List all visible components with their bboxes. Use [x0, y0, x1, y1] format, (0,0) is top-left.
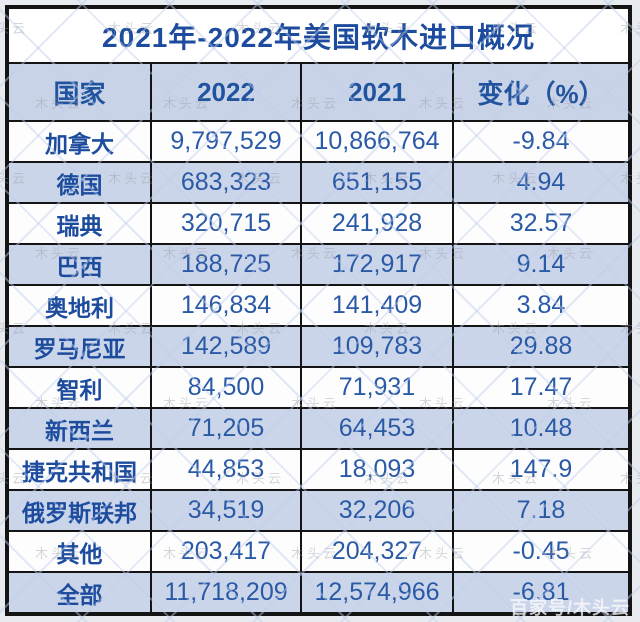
country-cell: 德国 — [9, 163, 150, 202]
column-header-2021: 2021 — [302, 64, 452, 120]
value-2022-cell: 683,323 — [152, 163, 300, 202]
value-2021-cell: 71,931 — [302, 368, 452, 407]
change-cell: 10.48 — [454, 409, 628, 448]
country-cell: 捷克共和国 — [9, 450, 150, 489]
country-cell: 智利 — [9, 368, 150, 407]
change-cell: 29.88 — [454, 327, 628, 366]
country-cell: 奥地利 — [9, 286, 150, 325]
value-2022-cell: 9,797,529 — [152, 122, 300, 161]
change-cell: 7.18 — [454, 491, 628, 530]
column-header-country: 国家 — [9, 64, 150, 120]
country-cell: 新西兰 — [9, 409, 150, 448]
total-2021-cell: 12,574,966 — [302, 573, 452, 612]
value-2021-cell: 204,327 — [302, 532, 452, 571]
value-2022-cell: 146,834 — [152, 286, 300, 325]
country-cell: 巴西 — [9, 245, 150, 284]
value-2022-cell: 44,853 — [152, 450, 300, 489]
value-2021-cell: 109,783 — [302, 327, 452, 366]
change-cell: 32.57 — [454, 204, 628, 243]
total-row-label: 全部 — [9, 573, 150, 612]
value-2021-cell: 18,093 — [302, 450, 452, 489]
table-title: 2021年-2022年美国软木进口概况 — [9, 9, 628, 62]
value-2021-cell: 241,928 — [302, 204, 452, 243]
value-2022-cell: 320,715 — [152, 204, 300, 243]
value-2021-cell: 32,206 — [302, 491, 452, 530]
change-cell: 17.47 — [454, 368, 628, 407]
value-2022-cell: 34,519 — [152, 491, 300, 530]
change-cell: 9.14 — [454, 245, 628, 284]
column-header-change: 变化（%） — [454, 64, 628, 120]
value-2022-cell: 84,500 — [152, 368, 300, 407]
value-2021-cell: 651,155 — [302, 163, 452, 202]
total-2022-cell: 11,718,209 — [152, 573, 300, 612]
country-cell: 加拿大 — [9, 122, 150, 161]
value-2022-cell: 142,589 — [152, 327, 300, 366]
value-2022-cell: 71,205 — [152, 409, 300, 448]
value-2021-cell: 141,409 — [302, 286, 452, 325]
total-change-cell: -6.81 — [454, 573, 628, 612]
value-2021-cell: 172,917 — [302, 245, 452, 284]
change-cell: -9.84 — [454, 122, 628, 161]
country-cell: 瑞典 — [9, 204, 150, 243]
change-cell: 4.94 — [454, 163, 628, 202]
country-cell: 罗马尼亚 — [9, 327, 150, 366]
change-cell: -0.45 — [454, 532, 628, 571]
country-cell: 其他 — [9, 532, 150, 571]
softwood-import-table: 2021年-2022年美国软木进口概况 国家 2022 2021 变化（%） 加… — [5, 5, 632, 616]
value-2021-cell: 10,866,764 — [302, 122, 452, 161]
value-2021-cell: 64,453 — [302, 409, 452, 448]
country-cell: 俄罗斯联邦 — [9, 491, 150, 530]
column-header-2022: 2022 — [152, 64, 300, 120]
value-2022-cell: 203,417 — [152, 532, 300, 571]
change-cell: 3.84 — [454, 286, 628, 325]
change-cell: 147.9 — [454, 450, 628, 489]
value-2022-cell: 188,725 — [152, 245, 300, 284]
